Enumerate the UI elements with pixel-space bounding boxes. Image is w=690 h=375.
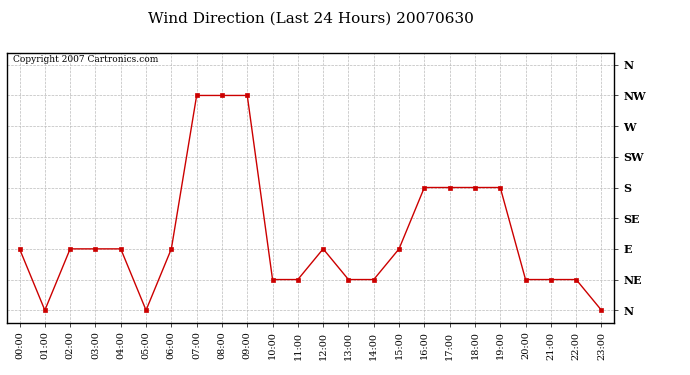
Text: Wind Direction (Last 24 Hours) 20070630: Wind Direction (Last 24 Hours) 20070630 (148, 11, 473, 25)
Text: Copyright 2007 Cartronics.com: Copyright 2007 Cartronics.com (13, 55, 158, 64)
